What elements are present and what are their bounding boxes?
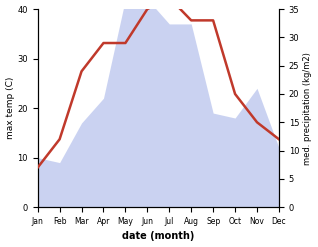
Y-axis label: med. precipitation (kg/m2): med. precipitation (kg/m2) [303,52,313,165]
Y-axis label: max temp (C): max temp (C) [5,77,15,139]
X-axis label: date (month): date (month) [122,231,195,242]
